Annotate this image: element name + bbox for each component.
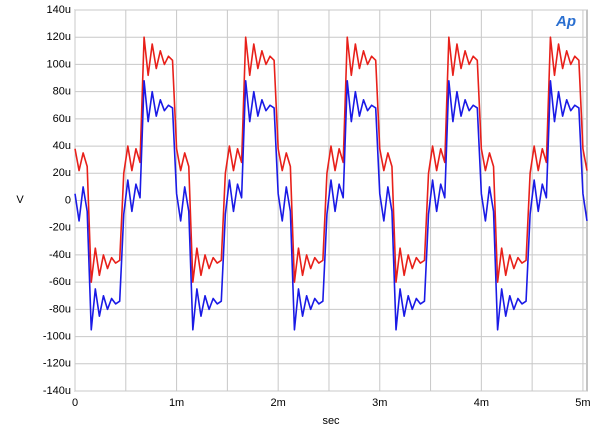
y-tick-label: 60u xyxy=(53,113,71,125)
x-tick-label: 4m xyxy=(474,397,489,409)
y-tick-label: -60u xyxy=(49,276,71,288)
y-tick-label: 140u xyxy=(47,4,71,16)
x-axis-label: sec xyxy=(322,415,340,427)
x-tick-label: 0 xyxy=(72,397,78,409)
y-tick-label: 120u xyxy=(47,31,71,43)
x-tick-label: 3m xyxy=(372,397,387,409)
y-tick-label: -140u xyxy=(43,385,71,397)
x-tick-label: 2m xyxy=(271,397,286,409)
y-tick-label: 100u xyxy=(47,58,71,70)
series-line xyxy=(74,79,588,331)
y-tick-label: -100u xyxy=(43,330,71,342)
y-tick-label: 20u xyxy=(53,167,71,179)
y-tick-label: 0 xyxy=(65,194,71,206)
logo: Ap xyxy=(555,13,576,30)
y-tick-label: -20u xyxy=(49,222,71,234)
series-line xyxy=(74,36,588,283)
y-axis-label: V xyxy=(16,194,24,206)
x-tick-label: 5m xyxy=(575,397,590,409)
y-tick-label: 40u xyxy=(53,140,71,152)
y-tick-label: -40u xyxy=(49,249,71,261)
y-tick-label: -120u xyxy=(43,358,71,370)
x-tick-label: 1m xyxy=(169,397,184,409)
y-tick-label: -80u xyxy=(49,303,71,315)
y-tick-label: 80u xyxy=(53,86,71,98)
